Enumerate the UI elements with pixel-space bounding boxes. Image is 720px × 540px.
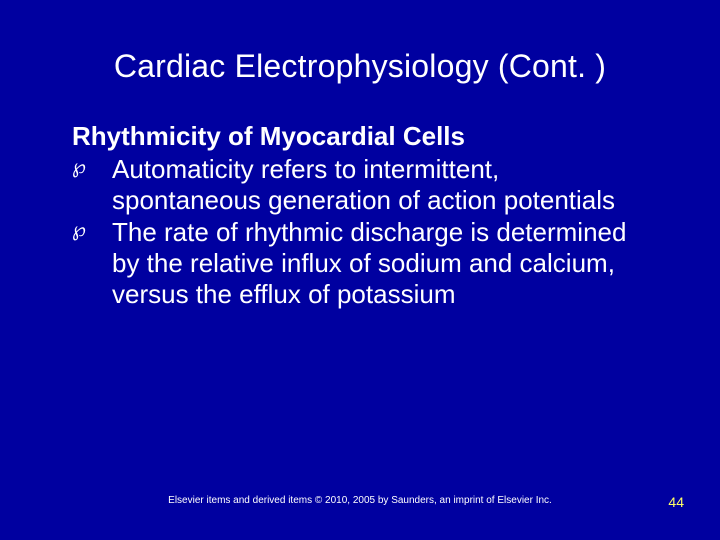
page-number: 44 xyxy=(668,494,684,510)
bullet-text: Automaticity refers to intermittent, spo… xyxy=(112,154,615,215)
bullet-icon: ℘ xyxy=(72,156,86,180)
slide-body: Rhythmicity of Myocardial Cells ℘ Automa… xyxy=(72,121,648,309)
slide-container: Cardiac Electrophysiology (Cont. ) Rhyth… xyxy=(0,0,720,540)
bullet-list: ℘ Automaticity refers to intermittent, s… xyxy=(72,154,648,309)
subheading: Rhythmicity of Myocardial Cells xyxy=(72,121,648,152)
footer-copyright: Elsevier items and derived items © 2010,… xyxy=(0,495,720,506)
slide-title: Cardiac Electrophysiology (Cont. ) xyxy=(72,48,648,85)
list-item: ℘ Automaticity refers to intermittent, s… xyxy=(72,154,648,215)
list-item: ℘ The rate of rhythmic discharge is dete… xyxy=(72,217,648,309)
bullet-icon: ℘ xyxy=(72,219,86,243)
bullet-text: The rate of rhythmic discharge is determ… xyxy=(112,217,626,308)
